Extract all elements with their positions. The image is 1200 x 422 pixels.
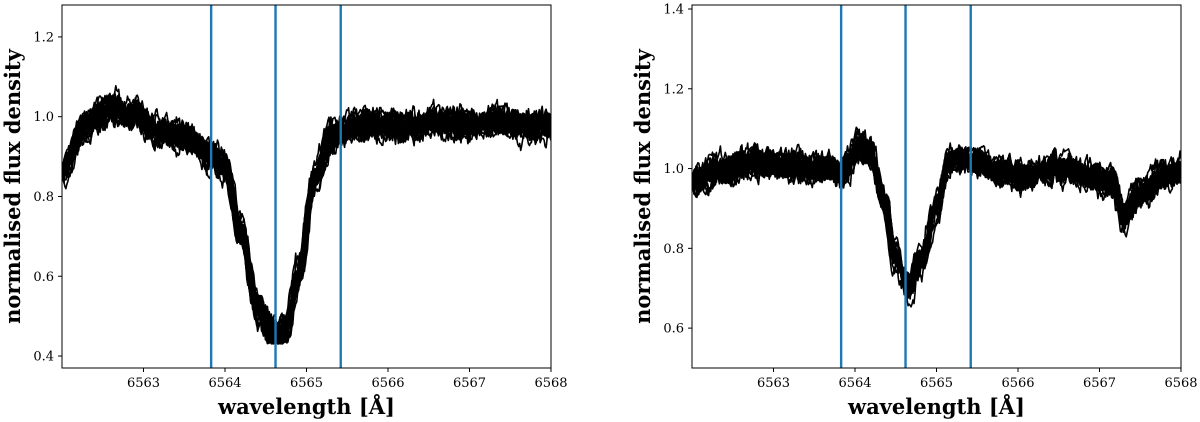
- y-tick-label: 1.2: [33, 30, 54, 45]
- x-tick-label: 6564: [838, 376, 871, 391]
- y-tick-label: 1.0: [33, 110, 54, 125]
- x-tick-label: 6567: [1083, 376, 1116, 391]
- y-tick-label: 0.6: [663, 322, 684, 337]
- y-tick-label: 0.6: [33, 270, 54, 285]
- x-tick-label: 6565: [290, 376, 323, 391]
- spectra-series-group: [692, 126, 1181, 308]
- x-tick-label: 6566: [1001, 376, 1034, 391]
- spectrum-series-line: [692, 138, 1181, 308]
- y-tick-label: 1.0: [663, 162, 684, 177]
- left-spectrum-panel: 6563 6564 6565 6566 6567 6568 0.4 0.6 0.8 1.0 1.2 w…: [0, 4, 568, 419]
- y-tick-label: 0.4: [33, 350, 54, 365]
- x-tick-label: 6565: [920, 376, 953, 391]
- x-tick-label: 6566: [371, 376, 404, 391]
- y-axis-label: normalised flux density: [0, 48, 25, 323]
- x-axis-label: wavelength [Å]: [847, 394, 1025, 419]
- y-tick-label: 1.2: [663, 82, 684, 97]
- x-tick-label: 6564: [208, 376, 241, 391]
- x-axis-label: wavelength [Å]: [217, 394, 395, 419]
- spectrum-series-line: [62, 104, 551, 345]
- y-tick-label: 0.8: [663, 242, 684, 257]
- spectra-series-group: [62, 85, 551, 345]
- x-tick-label: 6568: [534, 376, 567, 391]
- y-axis-label: normalised flux density: [630, 48, 655, 323]
- spectrum-series-line: [62, 92, 551, 345]
- y-tick-label: 0.8: [33, 190, 54, 205]
- y-tick-label: 1.4: [663, 2, 684, 17]
- x-tick-label: 6563: [757, 376, 790, 391]
- axes-frame: [61, 4, 552, 369]
- spectrum-series-line: [62, 96, 551, 345]
- x-tick-label: 6568: [1164, 376, 1197, 391]
- x-tick-label: 6567: [453, 376, 486, 391]
- right-spectrum-panel: 6563 6564 6565 6566 6567 6568 0.6 0.8 1.0 1.2 1.4 w…: [630, 2, 1198, 419]
- x-tick-label: 6563: [127, 376, 160, 391]
